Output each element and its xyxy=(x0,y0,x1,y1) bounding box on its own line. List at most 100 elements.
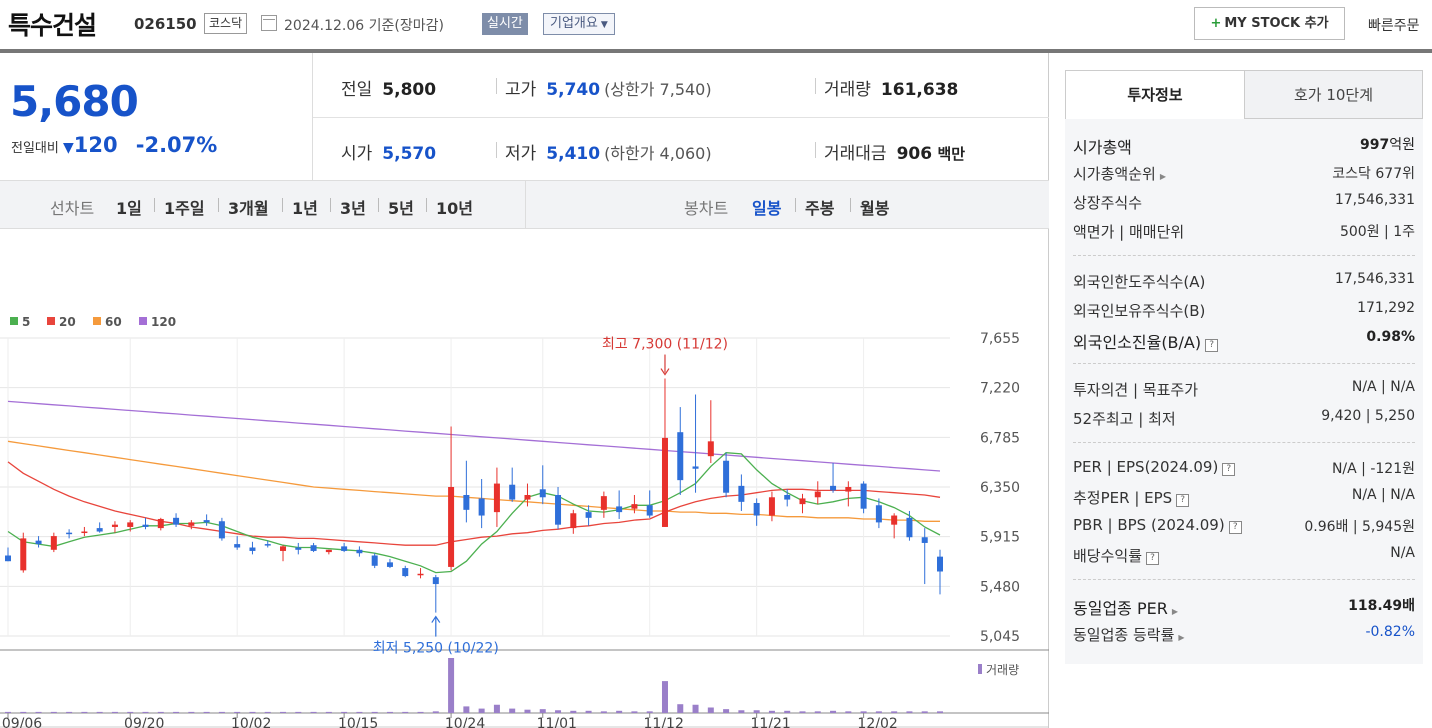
period-10y[interactable]: 10년 xyxy=(436,199,473,218)
candle-body xyxy=(218,521,225,539)
volume-bar xyxy=(325,711,332,713)
candle-body xyxy=(631,504,638,509)
info-row-cap-rank[interactable]: 시가총액순위 ▶ 코스닥 677위 xyxy=(1073,163,1415,189)
stats-divider xyxy=(313,117,1049,118)
candle-body xyxy=(432,577,439,585)
legend-swatch xyxy=(139,317,147,325)
candle-body xyxy=(799,498,806,505)
info-row-sector-change[interactable]: 동일업종 등락률 ▶ -0.82% xyxy=(1073,624,1415,650)
realtime-button[interactable]: 실시간 xyxy=(482,13,528,35)
candle-body xyxy=(692,466,699,469)
period-separator xyxy=(218,198,219,212)
info-row-dividend: 배당수익률? N/A xyxy=(1073,545,1415,571)
candle-body xyxy=(35,540,42,545)
volume-bar xyxy=(723,709,730,713)
quick-order-button[interactable]: 빠른주문 xyxy=(1368,18,1420,34)
stat-separator xyxy=(496,78,497,94)
period-separator xyxy=(330,198,331,212)
mystock-add-button[interactable]: + MY STOCK 추가 xyxy=(1194,7,1345,40)
period-1d[interactable]: 1일 xyxy=(116,199,142,218)
period-3y[interactable]: 3년 xyxy=(340,199,366,218)
help-icon[interactable]: ? xyxy=(1146,552,1160,565)
tab-order-book[interactable]: 호가 10단계 xyxy=(1244,70,1423,119)
period-3m[interactable]: 3개월 xyxy=(228,199,269,218)
candle-body xyxy=(111,524,118,527)
candle-weekly[interactable]: 주봉 xyxy=(805,199,835,218)
period-1w[interactable]: 1주일 xyxy=(164,199,205,218)
stat-separator xyxy=(815,78,816,94)
price-change: 전일대비 ▼120 -2.07% xyxy=(11,133,217,157)
volume-bar xyxy=(524,709,531,713)
tab-invest-info[interactable]: 투자정보 xyxy=(1065,70,1245,119)
candle-body xyxy=(96,528,103,532)
info-key-text: PER | EPS(2024.09) xyxy=(1073,458,1219,476)
candle-monthly[interactable]: 월봉 xyxy=(860,199,890,218)
volume-bar xyxy=(157,711,164,713)
info-key: 외국인소진율(B/A)? xyxy=(1073,329,1219,353)
stat-amount-label: 거래대금 xyxy=(824,144,887,164)
volume-bar xyxy=(66,711,73,713)
period-1y[interactable]: 1년 xyxy=(292,199,318,218)
volume-bar xyxy=(218,711,225,713)
invest-info-list: 시가총액 997억원 시가총액순위 ▶ 코스닥 677위 상장주식수 17,546,33… xyxy=(1065,119,1423,664)
chevron-right-icon: ▶ xyxy=(1159,172,1166,181)
info-row-foreign-limit: 외국인한도주식수(A) 17,546,331 xyxy=(1073,271,1415,297)
period-separator xyxy=(154,198,155,212)
candle-body xyxy=(142,524,149,527)
candle-body xyxy=(325,549,332,553)
candle-body xyxy=(402,568,409,577)
volume-bar xyxy=(799,711,806,713)
moving-average-5 xyxy=(7,452,941,574)
calendar-icon xyxy=(261,15,277,31)
x-tick-label: 09/06 xyxy=(2,716,42,728)
candle-body xyxy=(860,483,867,509)
info-row-per-eps: PER | EPS(2024.09)? N/A | -121원 xyxy=(1073,458,1415,484)
volume-legend-label: 거래량 xyxy=(986,663,1019,677)
info-key-text: 추정PER | EPS xyxy=(1073,489,1173,507)
candle-daily[interactable]: 일봉 xyxy=(752,199,782,218)
help-icon[interactable]: ? xyxy=(1222,463,1236,476)
info-row-pbr-bps: PBR | BPS (2024.09)? 0.96배 | 5,945원 xyxy=(1073,516,1415,542)
period-5y[interactable]: 5년 xyxy=(388,199,414,218)
info-key: 투자의견 | 목표주가 xyxy=(1073,381,1198,399)
info-key-text: 외국인소진율(B/A) xyxy=(1073,333,1202,352)
volume-bar xyxy=(860,711,867,713)
info-row-sector-per[interactable]: 동일업종 PER ▶ 118.49배 xyxy=(1073,595,1415,621)
volume-bar xyxy=(264,711,271,713)
candle-body xyxy=(830,485,837,491)
candle-body xyxy=(921,537,928,543)
candle-body xyxy=(784,494,791,500)
stat-lower-limit: (하한가 4,060) xyxy=(604,144,712,163)
info-row-52week: 52주최고 | 최저 9,420 | 5,250 xyxy=(1073,408,1415,434)
chevron-right-icon: ▶ xyxy=(1178,633,1185,642)
candle-body xyxy=(753,502,760,516)
price-chart[interactable]: 7,655 7,220 6,785 6,350 5,915 5,480 5,045 09/06… xyxy=(0,230,1049,728)
help-icon[interactable]: ? xyxy=(1205,339,1219,352)
info-key: 동일업종 등락률 ▶ xyxy=(1073,624,1185,645)
candle-body xyxy=(478,498,485,516)
company-overview-button[interactable]: 기업개요 ▼ xyxy=(543,13,615,35)
candle-body xyxy=(845,487,852,492)
candle-body xyxy=(768,497,775,516)
volume-bar xyxy=(585,710,592,713)
plus-icon: + xyxy=(1210,16,1222,31)
info-row-est-per: 추정PER | EPS? N/A | N/A xyxy=(1073,487,1415,513)
legend-swatch xyxy=(93,317,101,325)
candle-body xyxy=(600,496,607,510)
candle-body xyxy=(66,532,73,535)
candle-body xyxy=(814,491,821,498)
help-icon[interactable]: ? xyxy=(1176,494,1190,507)
volume-bar xyxy=(814,711,821,713)
volume-bar xyxy=(875,711,882,713)
volume-bar xyxy=(402,711,409,713)
volume-bar xyxy=(295,711,302,713)
candle-body xyxy=(875,505,882,523)
candle-body xyxy=(295,547,302,550)
candle-body xyxy=(127,522,134,527)
candle-body xyxy=(20,538,27,571)
volume-bar xyxy=(142,711,149,713)
info-key: 배당수익률? xyxy=(1073,545,1160,566)
mystock-label: MY STOCK 추가 xyxy=(1224,16,1329,31)
chart-panel: 5,680 전일대비 ▼120 -2.07% 전일 5,800 고가 5,740 (상… xyxy=(0,53,1049,728)
help-icon[interactable]: ? xyxy=(1228,521,1242,534)
